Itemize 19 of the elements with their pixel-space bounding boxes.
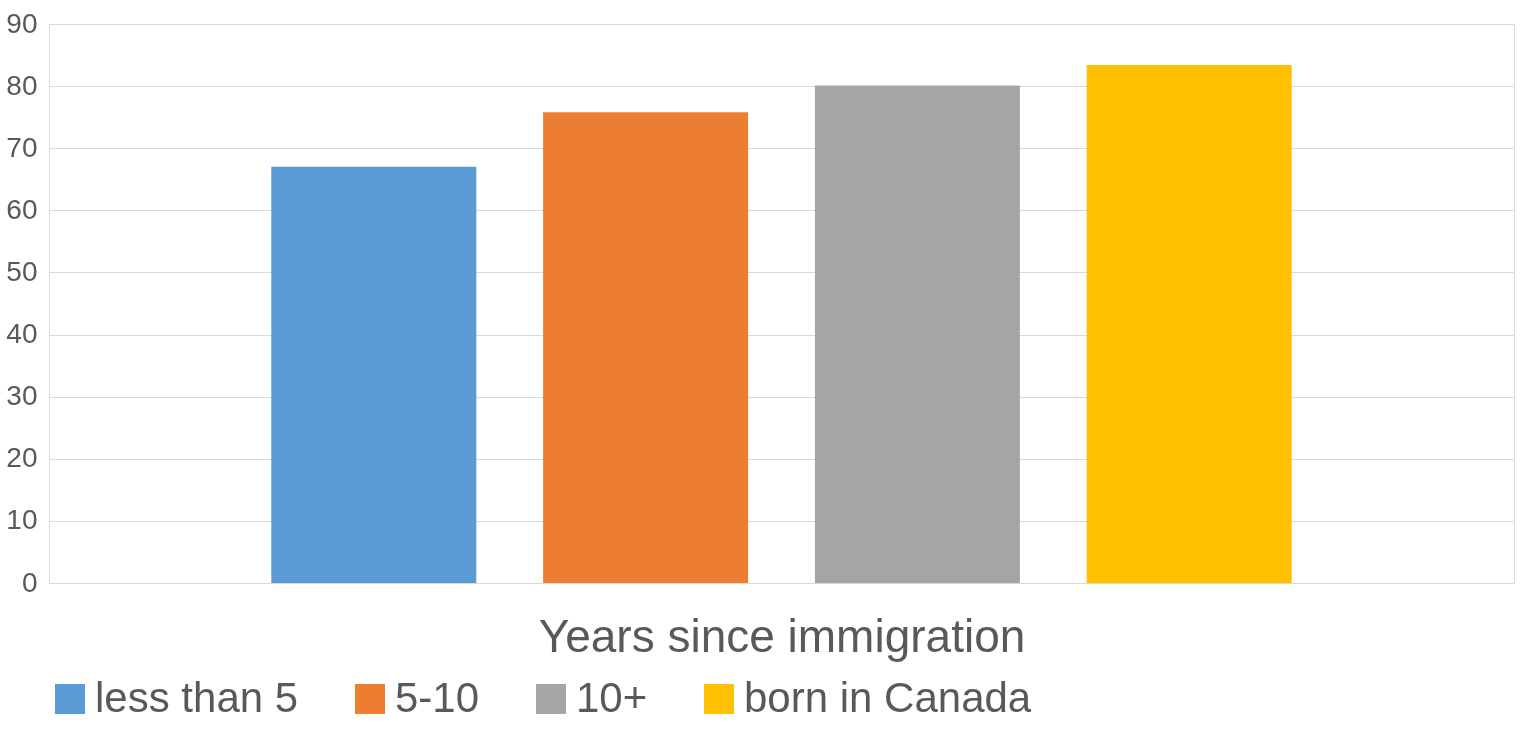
y-tick-label: 60 xyxy=(6,193,38,225)
legend-label: born in Canada xyxy=(744,674,1032,721)
legend-label: 10+ xyxy=(576,674,648,721)
y-tick-label: 70 xyxy=(6,131,38,163)
y-tick-label: 30 xyxy=(6,380,38,412)
y-tick-label: 0 xyxy=(21,566,38,598)
bar xyxy=(271,166,477,583)
y-tick-label: 40 xyxy=(6,318,38,350)
y-tick-label: 50 xyxy=(6,255,38,287)
bar xyxy=(543,112,749,583)
bar xyxy=(1086,64,1292,583)
legend-label: 5-10 xyxy=(395,674,480,721)
y-tick-label: 90 xyxy=(6,7,38,39)
x-axis-title: Years since immigration xyxy=(538,609,1026,662)
y-tick-label: 10 xyxy=(6,504,38,536)
legend-label: less than 5 xyxy=(95,674,299,721)
bar xyxy=(814,85,1020,583)
y-tick-label: 80 xyxy=(6,69,38,101)
y-tick-label: 20 xyxy=(6,442,38,474)
